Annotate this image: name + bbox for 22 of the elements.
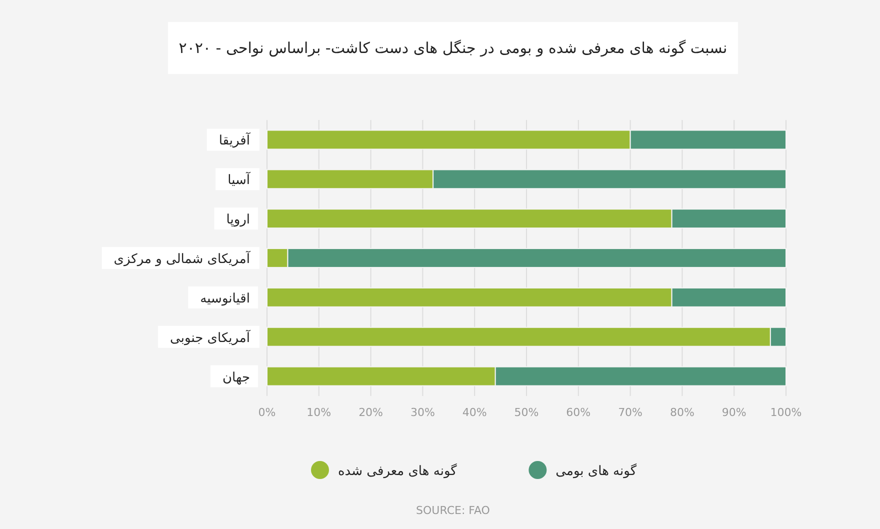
y-tick-label: آمریکای شمالی و مرکزی bbox=[114, 250, 252, 267]
x-tick-label: 30% bbox=[410, 406, 435, 419]
legend-label: گونه های معرفی شده bbox=[338, 463, 458, 479]
x-tick-label: 60% bbox=[566, 406, 591, 419]
x-tick-label: 0% bbox=[258, 406, 276, 419]
x-tick-label: 20% bbox=[358, 406, 384, 419]
x-tick-label: 80% bbox=[670, 406, 694, 419]
y-tick-label: اروپا bbox=[226, 212, 250, 228]
x-tick-label: 10% bbox=[306, 406, 332, 419]
source-note: SOURCE: FAO bbox=[416, 504, 490, 517]
y-tick-label: جهان bbox=[222, 370, 250, 386]
x-tick-label: 100% bbox=[770, 406, 802, 419]
x-tick-label: 90% bbox=[722, 406, 746, 419]
legend-label: گونه های بومی bbox=[556, 463, 638, 479]
y-tick-label: اقیانوسیه bbox=[200, 291, 250, 306]
chart-title: نسبت گونه های معرفی شده و بومی در جنگل های دست کاشت- براساس نواحی - ۲۰۲۰ bbox=[178, 39, 728, 57]
y-tick-label: آفریقا bbox=[218, 132, 252, 149]
y-tick-label: آمریکای جنوبی bbox=[170, 328, 252, 346]
y-tick-label: آسیا bbox=[228, 171, 252, 188]
x-tick-label: 40% bbox=[462, 406, 487, 419]
x-tick-label: 70% bbox=[618, 406, 643, 419]
x-tick-label: 50% bbox=[514, 406, 539, 419]
